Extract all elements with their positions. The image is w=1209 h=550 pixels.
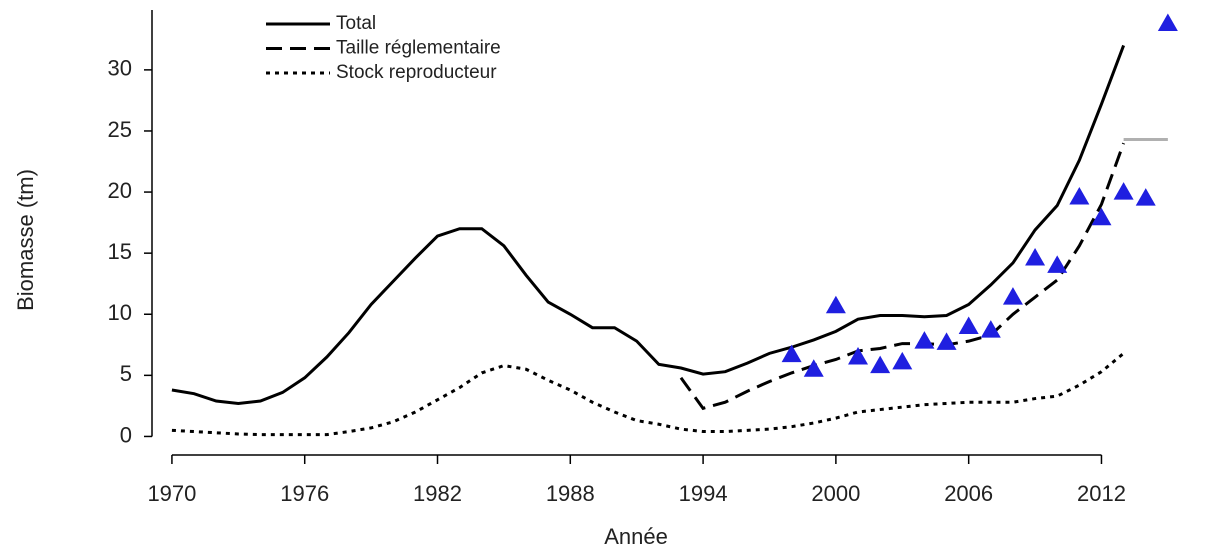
legend-label: Total (336, 13, 376, 34)
triangle-point (1002, 287, 1023, 305)
triangle-point (870, 355, 891, 374)
triangle-point (803, 359, 824, 377)
triangle-point (1091, 207, 1112, 226)
triangle-point (1047, 255, 1068, 273)
y-tick-label: 30 (108, 56, 132, 81)
triangle-point (914, 331, 935, 349)
x-tick-label: 2006 (944, 481, 993, 506)
x-tick-label: 1970 (147, 481, 196, 506)
x-tick-label: 1994 (679, 481, 728, 506)
triangle-point (1025, 248, 1046, 266)
x-tick-label: 1988 (546, 481, 595, 506)
series-line (171, 352, 1125, 437)
y-axis-label: Biomasse (tm) (13, 169, 38, 311)
x-tick-label: 2012 (1077, 481, 1126, 506)
triangle-point (848, 347, 869, 365)
triangle-point (825, 295, 846, 314)
triangle-point (781, 344, 802, 363)
y-tick-label: 25 (108, 117, 132, 142)
y-tick-label: 5 (120, 361, 132, 386)
triangle-point (1069, 186, 1090, 205)
triangle-point (980, 320, 1001, 338)
y-tick-label: 0 (120, 422, 132, 447)
y-tick-label: 10 (108, 300, 132, 325)
series-line (171, 44, 1126, 405)
triangle-point (1157, 13, 1178, 31)
y-tick-label: 15 (108, 239, 132, 264)
x-tick-label: 2000 (811, 481, 860, 506)
triangle-point (958, 316, 979, 334)
triangle-point (1113, 182, 1134, 200)
legend-label: Taille réglementaire (336, 38, 501, 59)
x-axis-label: Année (604, 524, 668, 549)
triangle-point (936, 332, 957, 350)
triangle-point (892, 351, 913, 370)
y-tick-label: 20 (108, 178, 132, 203)
triangle-point (1135, 188, 1156, 206)
legend-label: Stock reproducteur (336, 62, 497, 83)
x-tick-label: 1976 (280, 481, 329, 506)
series-line (679, 142, 1126, 411)
x-tick-label: 1982 (413, 481, 462, 506)
